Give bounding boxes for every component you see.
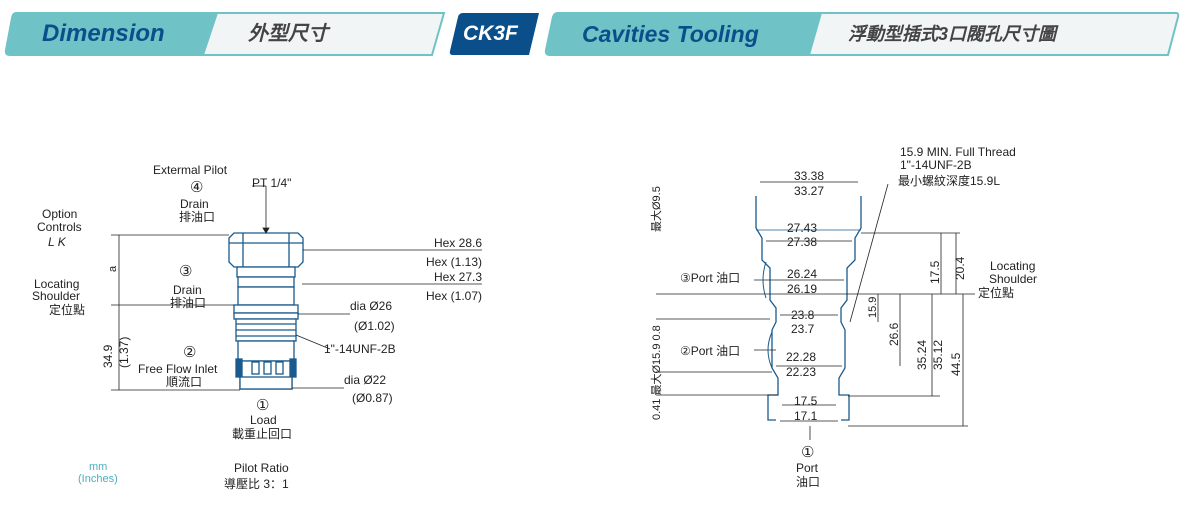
header-bar: Dimension 外型尺寸 CK3F Cavities Tooling 浮動型…	[0, 0, 1194, 70]
hex113: Hex (1.13)	[426, 255, 482, 269]
drawing-area: Extermal Pilot PT 1/4" ④ Drain 排油口 Optio…	[0, 70, 1194, 504]
locating-cn: 定位點	[978, 285, 1014, 300]
dimension-cn-label: 外型尺寸	[248, 23, 328, 45]
cavities-label: Cavities Tooling	[582, 21, 759, 47]
port3-number: ③	[179, 263, 192, 280]
hex-body	[228, 232, 304, 268]
external-pilot-label: Extermal Pilot	[153, 163, 228, 177]
option-controls-1: Option	[42, 207, 77, 221]
cavity-port-marks	[762, 261, 773, 369]
dimension-label: Dimension	[42, 20, 165, 47]
locating-1: Locating	[34, 277, 79, 291]
d171: 17.1	[794, 409, 818, 423]
port3-cn: 排油口	[170, 296, 206, 310]
port1-cn: 載重止回口	[232, 427, 292, 441]
port3-en: Drain	[173, 283, 202, 297]
v159: 15.9	[867, 297, 879, 318]
upper-body	[236, 266, 296, 278]
dia102: (Ø1.02)	[354, 319, 395, 333]
d2228: 22.28	[786, 350, 816, 364]
port1-en: Load	[250, 413, 277, 427]
d2738: 27.38	[787, 235, 817, 249]
port4-number: ④	[190, 179, 203, 196]
thread-note-2: 1"-14UNF-2B	[900, 158, 972, 172]
pilot-ratio-cn: 導壓比 3：1	[224, 477, 289, 491]
units-mm: mm	[89, 461, 107, 473]
cavity-leaders	[656, 181, 975, 440]
thread-note-3: 最小螺紋深度15.9L	[898, 173, 1000, 188]
hex107: Hex (1.07)	[426, 289, 482, 303]
v175: 17.5	[928, 260, 942, 284]
cartridge-leaders	[111, 185, 482, 391]
d2619: 26.19	[787, 282, 817, 296]
hex286: Hex 28.6	[434, 236, 482, 250]
drawing-svg: Extermal Pilot PT 1/4" ④ Drain 排油口 Optio…	[32, 145, 1037, 491]
port2-cn: 順流口	[166, 375, 202, 389]
port1-en: Port	[796, 461, 819, 475]
port4-cn: 排油口	[179, 210, 215, 224]
d2223: 22.23	[786, 365, 816, 379]
port1-cn: 油口	[796, 475, 820, 489]
units-in: (Inches)	[78, 473, 118, 485]
a-label: a	[107, 265, 119, 272]
cavities-tab-shape	[544, 12, 1180, 56]
v445: 44.5	[949, 352, 963, 376]
option-lk: L K	[48, 235, 67, 249]
locating-2: Shoulder	[32, 289, 80, 303]
port1-number: ①	[801, 444, 814, 461]
d175: 17.5	[794, 394, 818, 408]
model-badge-shape	[449, 13, 539, 55]
dim-137: (1.37)	[117, 337, 131, 368]
cavities-tab[interactable]: Cavities Tooling 浮動型插式3口閥孔尺寸圖	[544, 12, 1180, 56]
v204: 20.4	[953, 256, 967, 280]
dimension-tab[interactable]: Dimension 外型尺寸	[4, 12, 446, 56]
port4-en: Drain	[180, 197, 209, 211]
d3338: 33.38	[794, 169, 824, 183]
hex273: Hex 27.3	[434, 270, 482, 284]
d237: 23.7	[791, 322, 815, 336]
v3512: 35.12	[931, 340, 945, 370]
port2-en: Free Flow Inlet	[138, 362, 218, 376]
port3-label: ③Port 油口	[680, 271, 740, 285]
model-label: CK3F	[463, 22, 518, 45]
thread-note-1: 15.9 MIN. Full Thread	[900, 145, 1016, 159]
d2624: 26.24	[787, 267, 817, 281]
cartridge-diagram	[228, 232, 304, 390]
v266: 26.6	[887, 322, 901, 346]
pilot-ratio: Pilot Ratio	[234, 461, 289, 475]
port2-label: ②Port 油口	[680, 344, 740, 358]
lower-body	[237, 340, 295, 362]
d2743: 27.43	[787, 221, 817, 235]
port2-number: ②	[183, 344, 196, 361]
v3524: 35.24	[915, 340, 929, 370]
left-vertical-top: 最大Ø9.5	[649, 186, 663, 232]
model-badge: CK3F	[449, 12, 541, 56]
dimension-tab-shape	[4, 12, 446, 56]
option-controls-2: Controls	[37, 220, 82, 234]
dia087: (Ø0.87)	[352, 391, 393, 405]
locating-2: Shoulder	[989, 272, 1037, 286]
d238: 23.8	[791, 308, 815, 322]
dim-349: 34.9	[101, 344, 115, 368]
d3327: 33.27	[794, 184, 824, 198]
locating-cn: 定位點	[49, 302, 85, 317]
left-vertical-bottom: 0.41 最大Ø15.9 0.8	[649, 325, 663, 420]
thread-label: 1"-14UNF-2B	[324, 342, 396, 356]
shoulder	[233, 304, 299, 314]
pt-label: PT 1/4"	[252, 176, 291, 190]
locating-1: Locating	[990, 259, 1035, 273]
port1-number: ①	[256, 397, 269, 414]
cavities-cn-label: 浮動型插式3口閥孔尺寸圖	[848, 24, 1057, 44]
dia22: dia Ø22	[344, 373, 386, 387]
dia26: dia Ø26	[350, 299, 392, 313]
